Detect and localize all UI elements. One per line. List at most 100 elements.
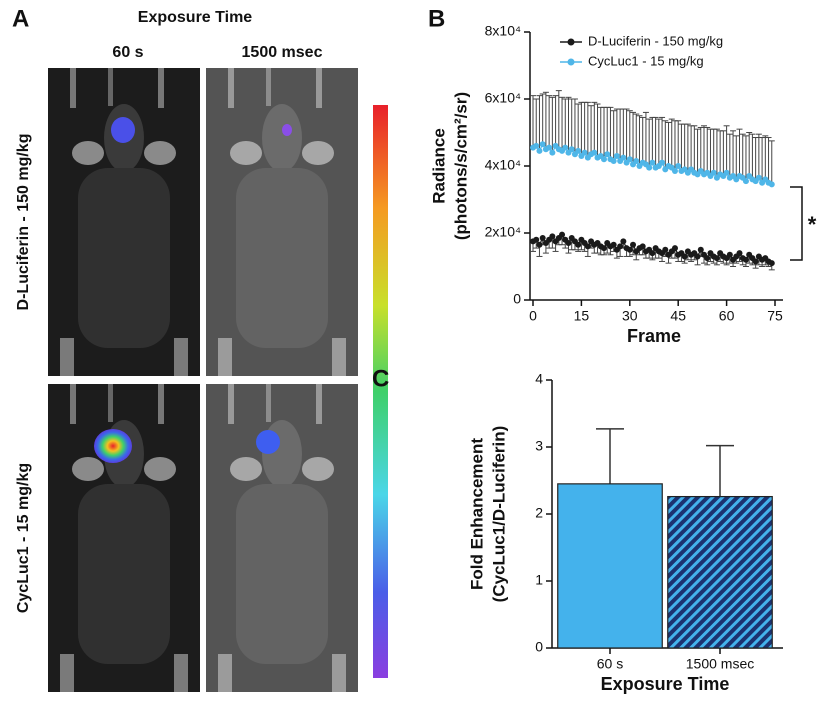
- point: [565, 240, 572, 247]
- point: [600, 156, 607, 163]
- point: [755, 174, 762, 181]
- legend-label: CycLuc1 - 15 mg/kg: [588, 53, 704, 68]
- point: [694, 253, 701, 260]
- point: [559, 231, 566, 238]
- point: [768, 181, 775, 188]
- point: [662, 246, 669, 253]
- point: [704, 255, 711, 262]
- signal: [94, 429, 132, 463]
- point: [610, 241, 617, 248]
- y-tick-label: 0: [535, 639, 543, 655]
- point: [671, 245, 678, 252]
- bar: [667, 495, 773, 649]
- y-tick-label: 1: [535, 572, 543, 588]
- point: [697, 246, 704, 253]
- x-tick-label: 60: [719, 308, 735, 324]
- y-tick-label: 4x10⁴: [485, 157, 521, 173]
- column-header: 1500 msec: [242, 44, 323, 61]
- point: [539, 235, 546, 242]
- y-tick-label: 2: [535, 505, 543, 521]
- point: [726, 251, 733, 258]
- x-tick-label: 30: [622, 308, 638, 324]
- panel-title: Exposure Time: [138, 9, 253, 26]
- point: [584, 243, 591, 250]
- row-header: CycLuc1 - 15 mg/kg: [15, 463, 32, 613]
- point: [549, 149, 556, 156]
- colorbar: [373, 105, 388, 678]
- point: [575, 147, 582, 154]
- annotation: *: [808, 212, 817, 237]
- point: [675, 163, 682, 169]
- image: [48, 68, 200, 376]
- column-header: 60 s: [112, 44, 143, 61]
- panel-label: B: [428, 5, 445, 32]
- y-axis-label: Fold Enhancement: [467, 438, 486, 590]
- x-tick-label: 0: [529, 308, 537, 324]
- x-tick-label: 1500 msec: [686, 656, 754, 672]
- panel-label: A: [12, 5, 29, 32]
- signal: [111, 117, 135, 143]
- legend-marker: [567, 38, 575, 46]
- x-axis-label: Exposure Time: [601, 674, 730, 694]
- y-tick-label: 2x10⁴: [485, 224, 521, 240]
- point: [546, 144, 553, 151]
- point: [549, 233, 556, 240]
- point: [710, 169, 717, 176]
- point: [568, 146, 575, 153]
- point: [659, 159, 666, 166]
- y-tick-label: 6x10⁴: [485, 90, 521, 106]
- y-axis-label: (photons/s/cm²/sr): [451, 92, 470, 240]
- y-tick-label: 4: [535, 371, 543, 387]
- y-tick-label: 8x10⁴: [485, 23, 521, 39]
- point: [617, 243, 624, 250]
- y-axis-label: (CycLuc1/D-Luciferin): [489, 426, 508, 603]
- bar: [557, 483, 663, 649]
- point: [610, 157, 617, 164]
- point: [604, 151, 611, 158]
- point: [536, 147, 543, 154]
- point: [649, 159, 656, 166]
- legend-label: D-Luciferin - 150 mg/kg: [588, 33, 723, 48]
- y-tick-label: 0: [513, 291, 521, 307]
- point: [626, 246, 633, 253]
- point: [723, 169, 730, 176]
- row-header: D-Luciferin - 150 mg/kg: [15, 134, 32, 311]
- point: [681, 253, 688, 260]
- point: [646, 164, 653, 171]
- y-axis-label: Radiance: [429, 128, 448, 204]
- point: [562, 144, 569, 151]
- panel-label: C: [372, 365, 389, 392]
- point: [581, 149, 588, 156]
- image: [206, 68, 358, 376]
- point: [613, 152, 620, 159]
- point: [575, 241, 582, 248]
- point: [633, 157, 640, 164]
- legend-marker: [567, 58, 575, 66]
- point: [600, 245, 607, 252]
- x-tick-label: 60 s: [597, 656, 623, 672]
- point: [752, 258, 759, 265]
- signal: [256, 430, 280, 454]
- point: [649, 250, 656, 257]
- point: [620, 154, 627, 161]
- point: [620, 238, 627, 245]
- x-axis-label: Frame: [627, 326, 681, 346]
- signal: [282, 124, 292, 136]
- point: [630, 241, 637, 248]
- x-tick-label: 45: [670, 308, 686, 324]
- point: [591, 149, 598, 156]
- point: [713, 255, 720, 262]
- point: [536, 241, 543, 248]
- point: [742, 256, 749, 263]
- point: [742, 178, 749, 185]
- point: [533, 142, 540, 149]
- point: [539, 141, 546, 148]
- x-tick-label: 15: [574, 308, 590, 324]
- point: [671, 168, 678, 175]
- image: [48, 384, 200, 692]
- image: [206, 384, 358, 692]
- point: [736, 250, 743, 257]
- point: [639, 243, 646, 250]
- point: [533, 236, 540, 243]
